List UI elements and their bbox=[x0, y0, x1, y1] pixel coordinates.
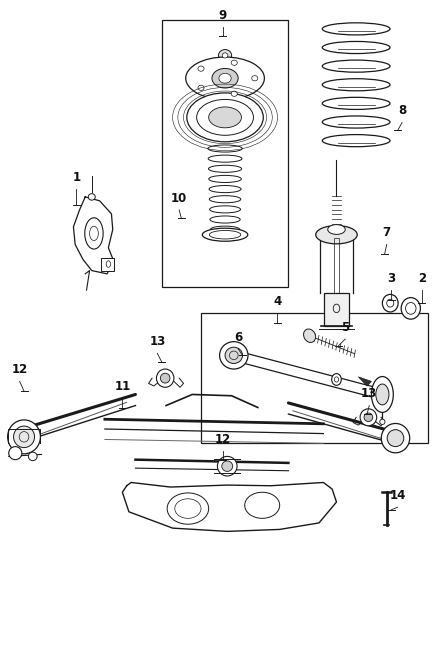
Ellipse shape bbox=[167, 493, 209, 524]
Ellipse shape bbox=[210, 206, 240, 213]
Ellipse shape bbox=[186, 57, 264, 100]
Ellipse shape bbox=[364, 413, 373, 422]
Ellipse shape bbox=[360, 409, 377, 426]
Ellipse shape bbox=[328, 224, 345, 235]
Ellipse shape bbox=[218, 456, 237, 476]
Text: 5: 5 bbox=[341, 321, 349, 334]
Ellipse shape bbox=[220, 342, 248, 369]
Ellipse shape bbox=[209, 107, 241, 128]
Ellipse shape bbox=[9, 447, 22, 460]
Ellipse shape bbox=[209, 186, 241, 192]
Ellipse shape bbox=[198, 85, 204, 91]
Ellipse shape bbox=[322, 79, 390, 91]
Text: 14: 14 bbox=[389, 489, 406, 502]
Bar bbox=[162, 20, 288, 287]
Ellipse shape bbox=[316, 226, 357, 244]
Ellipse shape bbox=[212, 68, 238, 88]
Ellipse shape bbox=[222, 461, 233, 471]
Ellipse shape bbox=[210, 216, 240, 223]
Ellipse shape bbox=[382, 295, 398, 312]
Text: 6: 6 bbox=[234, 331, 242, 344]
Ellipse shape bbox=[85, 218, 103, 249]
Ellipse shape bbox=[218, 50, 232, 61]
Ellipse shape bbox=[156, 369, 174, 387]
Text: 13: 13 bbox=[361, 387, 378, 400]
Ellipse shape bbox=[371, 376, 393, 412]
Ellipse shape bbox=[210, 226, 240, 233]
Ellipse shape bbox=[322, 60, 390, 72]
Ellipse shape bbox=[381, 424, 410, 452]
Ellipse shape bbox=[332, 374, 341, 385]
Ellipse shape bbox=[245, 492, 280, 518]
Polygon shape bbox=[358, 377, 371, 386]
Ellipse shape bbox=[304, 329, 316, 342]
Ellipse shape bbox=[322, 134, 390, 147]
Text: 3: 3 bbox=[387, 272, 395, 285]
Ellipse shape bbox=[28, 452, 37, 461]
Ellipse shape bbox=[88, 194, 95, 200]
Text: 10: 10 bbox=[171, 192, 187, 205]
Ellipse shape bbox=[380, 419, 385, 424]
Text: 1: 1 bbox=[73, 171, 80, 184]
Ellipse shape bbox=[322, 97, 390, 110]
Ellipse shape bbox=[387, 430, 404, 447]
Text: 12: 12 bbox=[11, 363, 28, 376]
Text: 11: 11 bbox=[114, 379, 131, 393]
Ellipse shape bbox=[376, 384, 389, 405]
Ellipse shape bbox=[197, 100, 253, 135]
Text: 7: 7 bbox=[383, 226, 391, 239]
Ellipse shape bbox=[252, 76, 258, 81]
Ellipse shape bbox=[187, 93, 263, 142]
Ellipse shape bbox=[202, 228, 248, 241]
Bar bbox=[101, 258, 114, 271]
Text: 4: 4 bbox=[274, 295, 281, 308]
Ellipse shape bbox=[208, 155, 242, 162]
Text: 2: 2 bbox=[418, 272, 426, 285]
Ellipse shape bbox=[208, 145, 242, 152]
Text: 13: 13 bbox=[149, 335, 166, 348]
Bar bbox=[201, 313, 428, 443]
Ellipse shape bbox=[222, 53, 228, 58]
Ellipse shape bbox=[231, 91, 237, 96]
Ellipse shape bbox=[231, 60, 237, 65]
Ellipse shape bbox=[225, 347, 243, 363]
Ellipse shape bbox=[8, 420, 40, 454]
Ellipse shape bbox=[322, 42, 390, 53]
Bar bbox=[324, 293, 349, 326]
Ellipse shape bbox=[160, 373, 170, 383]
Ellipse shape bbox=[401, 297, 420, 319]
Ellipse shape bbox=[14, 426, 35, 447]
Ellipse shape bbox=[208, 165, 242, 172]
Text: 12: 12 bbox=[215, 433, 231, 446]
Ellipse shape bbox=[209, 175, 241, 183]
Ellipse shape bbox=[198, 66, 204, 71]
Ellipse shape bbox=[209, 196, 241, 203]
Ellipse shape bbox=[322, 116, 390, 128]
Text: 9: 9 bbox=[219, 9, 227, 22]
Ellipse shape bbox=[219, 73, 231, 83]
Ellipse shape bbox=[322, 23, 390, 35]
Text: 8: 8 bbox=[398, 104, 406, 117]
